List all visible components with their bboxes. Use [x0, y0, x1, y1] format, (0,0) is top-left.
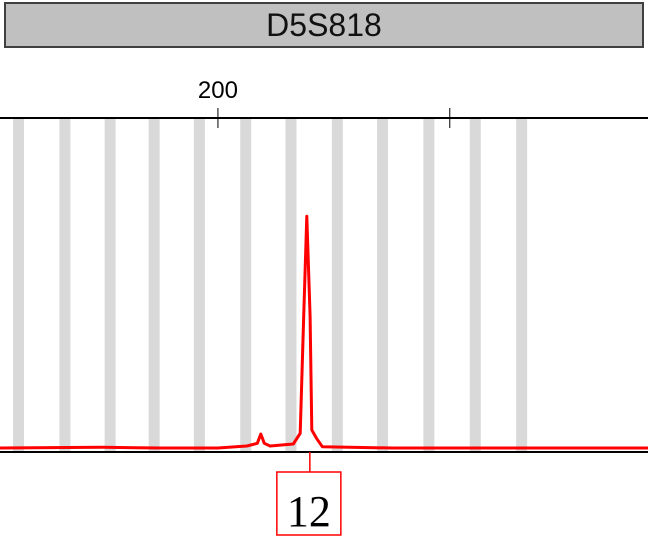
x-tick-label: 200 [198, 77, 238, 104]
trace-line [0, 214, 648, 450]
allele-bin [469, 118, 481, 452]
allele-bin [59, 118, 71, 452]
allele-call-label: 12 [287, 487, 331, 536]
allele-bin [516, 118, 528, 452]
allele-bin [377, 118, 389, 452]
allele-bin [13, 118, 25, 452]
allele-bin [240, 118, 252, 452]
allele-bin [104, 118, 116, 452]
allele-bin [331, 118, 343, 452]
allele-bin [148, 118, 160, 452]
allele-bin [423, 118, 435, 452]
allele-bin [193, 118, 205, 452]
allele-call-box [276, 471, 342, 536]
marker-title: D5S818 [4, 2, 644, 48]
allele-bin [285, 118, 297, 452]
